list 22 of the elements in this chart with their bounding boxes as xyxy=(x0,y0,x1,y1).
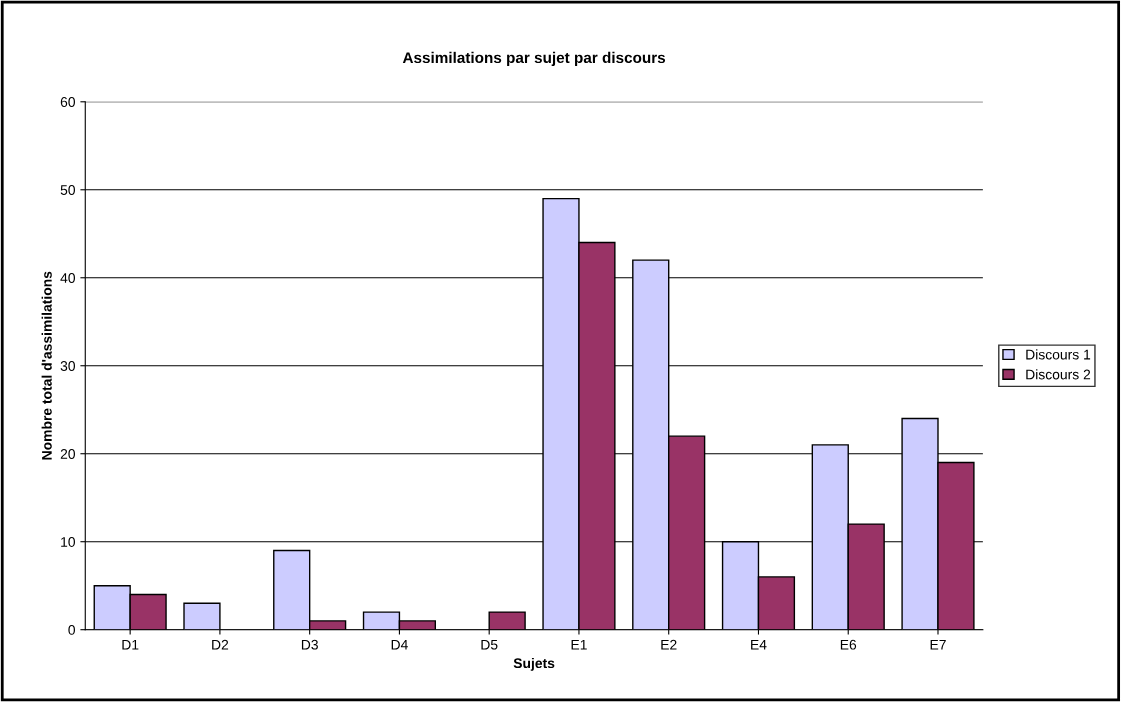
x-tick-label: D3 xyxy=(301,639,318,650)
y-tick-label: 50 xyxy=(60,185,76,195)
y-tick-label: 40 xyxy=(60,273,76,283)
x-tick-label: D4 xyxy=(391,639,408,650)
x-tick-label: E1 xyxy=(571,639,587,650)
y-tick-label: 60 xyxy=(60,97,76,107)
y-tick-label: 0 xyxy=(68,625,76,635)
legend-label: Discours 1 xyxy=(1026,349,1091,360)
x-tick-label: E7 xyxy=(930,639,946,650)
y-tick-label: 20 xyxy=(60,449,76,459)
legend-label: Discours 2 xyxy=(1026,369,1091,380)
x-axis-title: Sujets xyxy=(513,657,555,671)
x-tick-label: E4 xyxy=(751,639,767,650)
x-tick-label: E6 xyxy=(840,639,857,650)
x-tick-label: D5 xyxy=(481,639,498,650)
y-tick-label: 10 xyxy=(61,537,76,547)
y-tick-label: 30 xyxy=(60,361,76,371)
chart-title: Assimilations par sujet par discours xyxy=(402,51,666,67)
x-tick-label: E2 xyxy=(661,639,677,650)
y-axis-title: Nombre total d'assimilations xyxy=(41,271,52,460)
x-tick-label: D2 xyxy=(212,639,229,650)
x-tick-label: D1 xyxy=(122,639,139,650)
